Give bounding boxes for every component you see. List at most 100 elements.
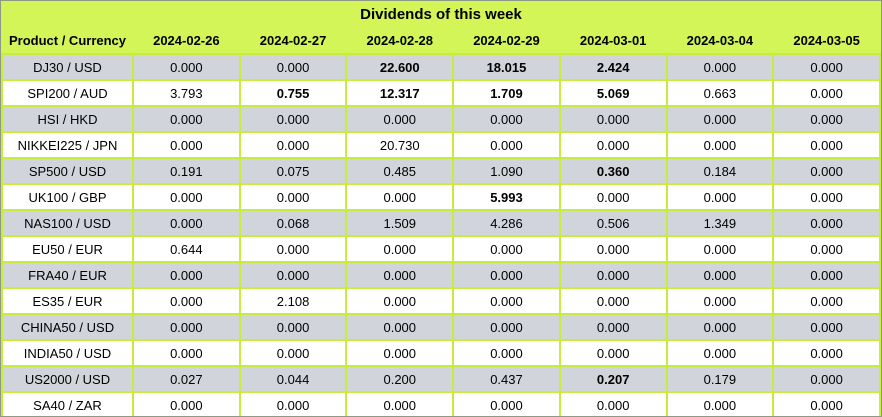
product-cell: DJ30 / USD [1, 53, 134, 81]
value-cell: 0.000 [772, 209, 881, 237]
product-cell: INDIA50 / USD [1, 339, 134, 367]
column-header-date: 2024-03-04 [666, 28, 774, 54]
value-cell: 0.000 [132, 287, 241, 315]
value-cell: 0.000 [238, 131, 348, 159]
value-cell: 0.027 [132, 365, 241, 393]
value-cell: 0.000 [132, 209, 241, 237]
table-row: CHINA50 / USD 0.000 0.000 0.000 0.000 0.000 0.… [1, 313, 881, 341]
table-row: FRA40 / EUR 0.000 0.000 0.000 0.000 0.000 0.00… [1, 261, 881, 289]
value-cell: 18.015 [452, 53, 561, 81]
value-cell: 0.000 [772, 391, 881, 416]
value-cell: 0.000 [665, 183, 775, 211]
value-cell: 0.000 [772, 365, 881, 393]
value-cell: 0.485 [345, 157, 455, 185]
product-cell: HSI / HKD [1, 105, 134, 133]
value-cell: 0.000 [345, 391, 455, 416]
column-header-date: 2024-02-26 [133, 28, 240, 54]
value-cell: 0.000 [772, 339, 881, 367]
value-cell: 0.000 [132, 339, 241, 367]
value-cell: 0.000 [452, 105, 561, 133]
table-row: NIKKEI225 / JPN 0.000 0.000 20.730 0.000 0.00… [1, 131, 881, 159]
table-row: SP500 / USD 0.191 0.075 0.485 1.090 0.360 0.18… [1, 157, 881, 185]
value-cell: 0.000 [452, 235, 561, 263]
value-cell: 0.000 [452, 391, 561, 416]
product-cell: ES35 / EUR [1, 287, 134, 315]
value-cell: 0.000 [558, 183, 668, 211]
value-cell: 0.179 [665, 365, 775, 393]
product-cell: NAS100 / USD [1, 209, 134, 237]
value-cell: 0.000 [665, 235, 775, 263]
table-header-row: Product / Currency 2024-02-26 2024-02-27 20… [2, 28, 880, 54]
value-cell: 0.075 [238, 157, 348, 185]
table-row: US2000 / USD 0.027 0.044 0.200 0.437 0.207 0.1… [1, 365, 881, 393]
value-cell: 0.000 [665, 131, 775, 159]
value-cell: 0.000 [772, 183, 881, 211]
value-cell: 0.000 [452, 339, 561, 367]
table-body: DJ30 / USD 0.000 0.000 22.600 18.015 2.424 0.0… [1, 53, 881, 416]
product-cell: US2000 / USD [1, 365, 134, 393]
value-cell: 0.000 [772, 79, 881, 107]
value-cell: 20.730 [345, 131, 455, 159]
value-cell: 0.000 [238, 235, 348, 263]
value-cell: 0.000 [772, 235, 881, 263]
table-row: SA40 / ZAR 0.000 0.000 0.000 0.000 0.000 0.000… [1, 391, 881, 416]
value-cell: 0.200 [345, 365, 455, 393]
table-row: EU50 / EUR 0.644 0.000 0.000 0.000 0.000 0.000… [1, 235, 881, 263]
value-cell: 0.437 [452, 365, 561, 393]
value-cell: 0.000 [132, 313, 241, 341]
product-cell: NIKKEI225 / JPN [1, 131, 134, 159]
value-cell: 0.000 [558, 235, 668, 263]
value-cell: 0.000 [665, 53, 775, 81]
column-header-date: 2024-02-27 [239, 28, 347, 54]
value-cell: 1.709 [452, 79, 561, 107]
column-header-date: 2024-02-29 [453, 28, 560, 54]
value-cell: 0.000 [558, 313, 668, 341]
product-cell: CHINA50 / USD [1, 313, 134, 341]
value-cell: 0.068 [238, 209, 348, 237]
value-cell: 0.000 [238, 53, 348, 81]
value-cell: 0.000 [345, 235, 455, 263]
value-cell: 3.793 [132, 79, 241, 107]
table-row: UK100 / GBP 0.000 0.000 0.000 5.993 0.000 0.00… [1, 183, 881, 211]
value-cell: 1.090 [452, 157, 561, 185]
value-cell: 0.000 [132, 131, 241, 159]
value-cell: 0.000 [452, 261, 561, 289]
value-cell: 0.000 [665, 287, 775, 315]
value-cell: 1.509 [345, 209, 455, 237]
value-cell: 0.663 [665, 79, 775, 107]
value-cell: 0.000 [558, 105, 668, 133]
value-cell: 5.993 [452, 183, 561, 211]
value-cell: 0.000 [772, 261, 881, 289]
value-cell: 2.424 [558, 53, 668, 81]
table-row: DJ30 / USD 0.000 0.000 22.600 18.015 2.424 0.0… [1, 53, 881, 81]
value-cell: 0.506 [558, 209, 668, 237]
value-cell: 0.000 [558, 391, 668, 416]
value-cell: 0.207 [558, 365, 668, 393]
value-cell: 0.000 [772, 313, 881, 341]
value-cell: 0.000 [238, 183, 348, 211]
value-cell: 0.000 [665, 105, 775, 133]
value-cell: 0.000 [558, 339, 668, 367]
value-cell: 0.191 [132, 157, 241, 185]
value-cell: 0.000 [772, 157, 881, 185]
product-cell: SPI200 / AUD [1, 79, 134, 107]
value-cell: 0.000 [665, 313, 775, 341]
product-cell: FRA40 / EUR [1, 261, 134, 289]
value-cell: 0.000 [345, 105, 455, 133]
value-cell: 0.000 [345, 261, 455, 289]
value-cell: 0.000 [665, 339, 775, 367]
value-cell: 1.349 [665, 209, 775, 237]
product-cell: SP500 / USD [1, 157, 134, 185]
table-row: ES35 / EUR 0.000 2.108 0.000 0.000 0.000 0.000… [1, 287, 881, 315]
value-cell: 0.000 [772, 53, 881, 81]
value-cell: 0.000 [772, 105, 881, 133]
column-header-product: Product / Currency [2, 28, 133, 54]
value-cell: 0.000 [238, 339, 348, 367]
dividends-table: Product / Currency 2024-02-26 2024-02-27 20… [1, 28, 881, 416]
value-cell: 0.755 [238, 79, 348, 107]
value-cell: 0.000 [238, 105, 348, 133]
product-cell: EU50 / EUR [1, 235, 134, 263]
value-cell: 0.000 [345, 287, 455, 315]
value-cell: 5.069 [558, 79, 668, 107]
